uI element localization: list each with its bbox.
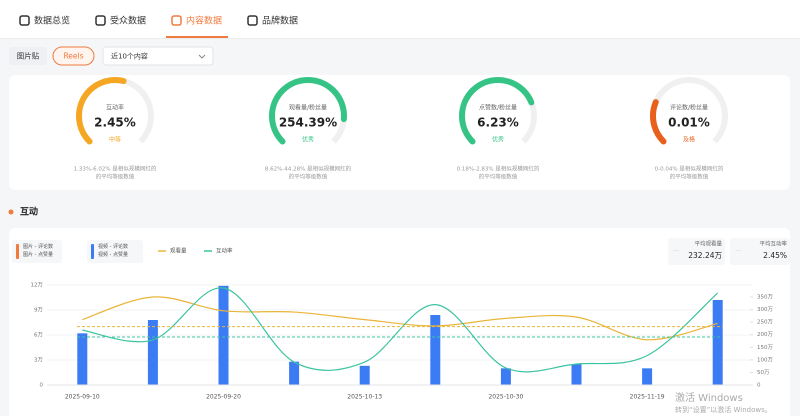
metric-value: 254.39%: [279, 116, 337, 130]
metric-description: 的平均等级数值: [479, 173, 518, 181]
watermark: 转到“设置”以激活 Windows。: [675, 405, 772, 414]
bar: [359, 365, 370, 385]
stat-value: 2.45%: [763, 251, 787, 260]
bar: [571, 364, 582, 385]
y-tick-label: 12万: [31, 282, 44, 289]
tab-icon: [247, 15, 258, 26]
tab-icon: [19, 15, 30, 26]
metric-value: 2.45%: [94, 116, 136, 130]
bar: [77, 333, 88, 385]
x-tick-label: 2025-09-10: [65, 394, 100, 401]
y2-tick-label: 150万: [757, 344, 773, 351]
tab-icon: [95, 15, 106, 26]
chart-card: [9, 228, 790, 416]
gauge-fill: [76, 77, 154, 145]
legend-swatch: [91, 244, 94, 259]
metric-value: 0.01%: [668, 116, 710, 130]
metric-label: 评论数/粉丝量: [670, 104, 708, 112]
tab[interactable]: 数据总览: [34, 15, 70, 27]
x-tick-label: 2025-10-13: [347, 394, 382, 401]
filter-label[interactable]: Reels: [63, 52, 83, 61]
bar: [500, 368, 511, 385]
legend-label: 观看量: [170, 247, 187, 255]
metric-description: 1.33%-6.02% 是相似规模网红的: [74, 165, 157, 173]
line: [82, 296, 718, 341]
metric-description: 8.62%-44.28% 是相似规模网红的: [265, 165, 352, 173]
metric-description: 的平均等级数值: [289, 173, 328, 181]
stat-box: [730, 238, 790, 265]
section-dot: [8, 209, 14, 215]
bar: [712, 300, 723, 385]
bar: [430, 315, 441, 385]
metric-label: 观看量/粉丝量: [289, 104, 327, 112]
y2-tick-label: 200万: [757, 331, 773, 338]
y-tick-label: 9万: [34, 307, 43, 314]
y2-tick-label: 50万: [757, 369, 770, 376]
stat-value: 232.24万: [688, 251, 722, 260]
stat-label: 平均观看量: [694, 240, 722, 248]
metric-description: 0-0.04% 是相似规模网红的: [655, 165, 724, 173]
filter-button[interactable]: [52, 46, 95, 66]
legend-label: 图片 - 评论数: [23, 243, 53, 250]
metric-description: 的平均等级数值: [670, 173, 709, 181]
stat-dots: ⋯: [735, 248, 741, 255]
line: [82, 287, 719, 373]
x-tick-label: 2025-09-20: [206, 394, 241, 401]
dropdown-label[interactable]: 近10个内容: [111, 52, 148, 61]
legend-label: 视频 - 点赞量: [98, 251, 128, 258]
metric-description: 0.18%-2.83% 是相似规模网红的: [457, 165, 540, 173]
bar: [642, 368, 653, 385]
watermark: 激活 Windows: [675, 391, 743, 404]
metrics-card: [9, 75, 790, 190]
x-tick-label: 2025-11-19: [630, 394, 665, 401]
tab-bar: [0, 0, 800, 38]
dropdown[interactable]: [102, 46, 214, 66]
bar: [147, 320, 158, 385]
legend-swatch: [16, 244, 19, 259]
y2-tick-label: 350万: [757, 294, 773, 301]
dropdown-chevron: [198, 54, 206, 59]
gauge-fill: [459, 77, 537, 145]
y-tick-label: 6万: [34, 332, 43, 339]
y2-tick-label: 100万: [757, 356, 773, 363]
tab[interactable]: 内容数据: [186, 15, 222, 27]
metric-label: 互动率: [106, 104, 124, 112]
metric-rating: 中等: [109, 136, 121, 144]
tab-icon: [171, 15, 182, 26]
y2-tick-label: 0: [757, 383, 761, 389]
legend-box: [12, 240, 62, 263]
legend-box: [87, 240, 143, 263]
legend-label: 视频 - 评论数: [98, 243, 128, 250]
tab[interactable]: 受众数据: [110, 15, 146, 27]
y2-tick-label: 300万: [757, 306, 773, 313]
stat-dots: ⋯: [673, 248, 679, 255]
gauge-fill: [269, 77, 347, 145]
x-tick-label: 2025-10-30: [488, 394, 523, 401]
metric-rating: 及格: [683, 136, 695, 144]
stat-label: 平均互动率: [759, 240, 787, 248]
stat-box: [668, 238, 725, 265]
metric-description: 的平均等级数值: [96, 173, 135, 181]
filter-button[interactable]: [9, 47, 47, 65]
bar: [218, 285, 229, 385]
gauge-fill: [650, 77, 728, 145]
metric-label: 点赞数/粉丝量: [479, 104, 517, 112]
tab-underline: [166, 36, 228, 38]
legend-label: 互动率: [216, 247, 233, 255]
section-title: 互动: [20, 207, 38, 218]
legend-label: 图片 - 点赞量: [23, 251, 53, 258]
tab[interactable]: 品牌数据: [262, 15, 298, 27]
y-tick-label: 3万: [34, 357, 43, 364]
metric-rating: 优秀: [492, 136, 504, 144]
metric-value: 6.23%: [477, 116, 519, 130]
filter-label[interactable]: 图片贴: [17, 51, 40, 61]
bar: [289, 361, 300, 385]
y2-tick-label: 250万: [757, 319, 773, 326]
metric-rating: 优秀: [302, 136, 314, 144]
y-tick-label: 0: [40, 383, 44, 389]
